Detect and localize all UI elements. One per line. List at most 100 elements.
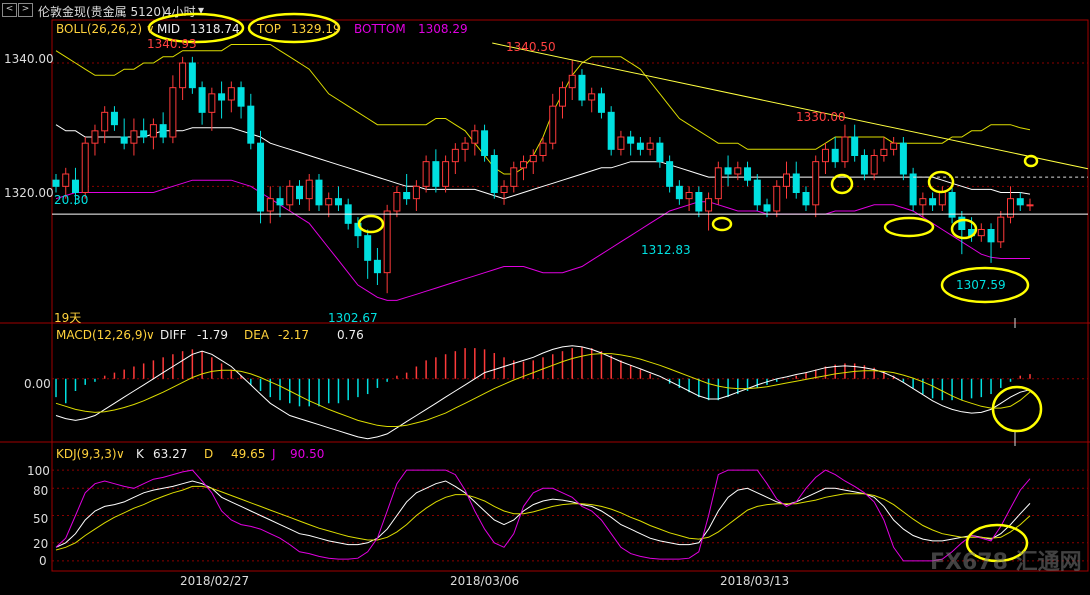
kdj-k-line bbox=[55, 480, 1031, 548]
boll-label[interactable]: BOLL(26,26,2) bbox=[56, 22, 143, 36]
candle-body-25 bbox=[296, 185, 303, 200]
candle-body-2 bbox=[71, 179, 79, 194]
candle-body-18 bbox=[227, 87, 235, 101]
macd-diff-line bbox=[55, 345, 1031, 440]
kdj-k-label: K bbox=[136, 447, 144, 461]
candle-body-64 bbox=[675, 185, 683, 200]
candle-body-16 bbox=[208, 93, 216, 113]
candle-body-42 bbox=[461, 142, 469, 150]
kdj-j-value: 90.50 bbox=[290, 447, 325, 461]
frame-border bbox=[51, 19, 1089, 572]
candle-body-57 bbox=[607, 111, 615, 150]
circle-midband-2 bbox=[927, 170, 955, 194]
candle-body-62 bbox=[656, 142, 664, 163]
candle-body-41 bbox=[451, 148, 459, 163]
candle-body-7 bbox=[120, 136, 128, 144]
candle-body-38 bbox=[422, 161, 430, 187]
date-label-1: 2018/02/27 bbox=[180, 574, 250, 588]
candle-body-29 bbox=[334, 198, 342, 206]
boll-mid-line bbox=[55, 124, 1031, 200]
candle-body-87 bbox=[899, 142, 907, 175]
candle-body-74 bbox=[773, 185, 781, 212]
candle-body-9 bbox=[140, 130, 148, 138]
candle-body-66 bbox=[695, 192, 703, 212]
candle-body-84 bbox=[870, 155, 878, 175]
kdj-arrow-icon[interactable]: ∨ bbox=[116, 447, 125, 461]
candle-body-78 bbox=[812, 161, 820, 206]
candle-body-98 bbox=[1007, 198, 1015, 218]
macd-value: 0.76 bbox=[337, 328, 364, 342]
candle-body-32 bbox=[364, 235, 372, 261]
candle-body-97 bbox=[997, 216, 1005, 243]
candle-body-6 bbox=[110, 111, 118, 126]
boll-top-label: TOP bbox=[257, 22, 282, 36]
candle-body-92 bbox=[948, 192, 956, 218]
macd-arrow-icon[interactable]: ∨ bbox=[146, 328, 155, 342]
candle-body-81 bbox=[841, 136, 849, 163]
candle-body-75 bbox=[783, 173, 790, 187]
boll-arrow-icon[interactable]: ∨ bbox=[145, 22, 155, 36]
annotation-high-3: 1330.00 bbox=[796, 110, 846, 124]
boll-legend: BOLL(26,26,2) ∨ bbox=[56, 22, 155, 36]
circle-midband-1 bbox=[830, 173, 854, 195]
macd-diff-label: DIFF bbox=[160, 328, 187, 342]
macd-label[interactable]: MACD(12,26,9) bbox=[56, 328, 148, 342]
period-dropdown-icon[interactable]: ▾ bbox=[198, 3, 205, 17]
candle-body-46 bbox=[500, 185, 508, 193]
kdj-panel bbox=[55, 469, 1031, 562]
candle-body-50 bbox=[539, 142, 547, 157]
candle-body-1 bbox=[62, 173, 70, 187]
macd-dea-line bbox=[55, 353, 1031, 427]
candle-body-88 bbox=[909, 173, 917, 206]
kdj-tick-20: 20 bbox=[33, 537, 49, 551]
kdj-tick-0: 0 bbox=[39, 554, 47, 568]
kdj-d-line bbox=[55, 485, 1031, 551]
watermark: FX678 汇通网 bbox=[930, 550, 1082, 575]
annotation-low-3: 1307.59 bbox=[956, 278, 1006, 292]
candle-body-37 bbox=[412, 185, 420, 200]
next-arrow-button[interactable]: > bbox=[18, 3, 33, 17]
prev-arrow-button[interactable]: < bbox=[2, 3, 17, 17]
kdj-tick-100: 100 bbox=[27, 464, 50, 478]
macd-dea-value: -2.17 bbox=[278, 328, 310, 342]
candle-body-77 bbox=[802, 192, 810, 206]
candle-body-56 bbox=[597, 93, 605, 113]
kdj-d-value: 49.65 bbox=[231, 447, 266, 461]
candle-body-93 bbox=[958, 216, 966, 231]
candle-body-48 bbox=[520, 161, 528, 169]
circle-top-value bbox=[247, 12, 341, 44]
kdj-tick-80: 80 bbox=[33, 484, 49, 498]
candle-body-61 bbox=[646, 142, 654, 150]
annotation-low-1: 1302.67 bbox=[328, 311, 378, 325]
candle-body-23 bbox=[276, 198, 284, 206]
candle-body-17 bbox=[218, 93, 226, 101]
annotation-high-1: 1340.93 bbox=[147, 37, 197, 51]
candle-body-67 bbox=[705, 198, 713, 212]
candle-body-24 bbox=[286, 185, 294, 206]
candle-body-34 bbox=[383, 210, 391, 274]
candle-body-71 bbox=[744, 167, 752, 181]
chart-frame bbox=[0, 19, 1090, 572]
boll-bottom-line bbox=[55, 179, 1030, 301]
date-label-2: 2018/03/06 bbox=[450, 574, 520, 588]
candle-body-82 bbox=[851, 136, 859, 156]
candle-body-69 bbox=[724, 167, 732, 175]
candle-body-35 bbox=[393, 192, 401, 212]
circle-support-2 bbox=[711, 216, 733, 232]
price-tick-1320: 1320.00 bbox=[4, 186, 54, 200]
kdj-label[interactable]: KDJ(9,3,3) bbox=[56, 447, 117, 461]
candle-body-8 bbox=[130, 130, 138, 144]
candle-body-28 bbox=[325, 198, 333, 206]
candle-body-14 bbox=[188, 62, 196, 89]
candle-body-4 bbox=[91, 130, 99, 144]
candle-body-60 bbox=[636, 142, 644, 150]
resistance-trendline bbox=[492, 42, 1089, 170]
candle-body-51 bbox=[549, 105, 557, 144]
annotation-high-2: 1340.50 bbox=[506, 40, 556, 54]
kdj-tick-50: 50 bbox=[33, 512, 49, 526]
macd-diff-value: -1.79 bbox=[197, 328, 229, 342]
highlight-circles bbox=[147, 12, 1043, 563]
candle-body-36 bbox=[403, 192, 411, 200]
candle-body-80 bbox=[831, 148, 839, 163]
